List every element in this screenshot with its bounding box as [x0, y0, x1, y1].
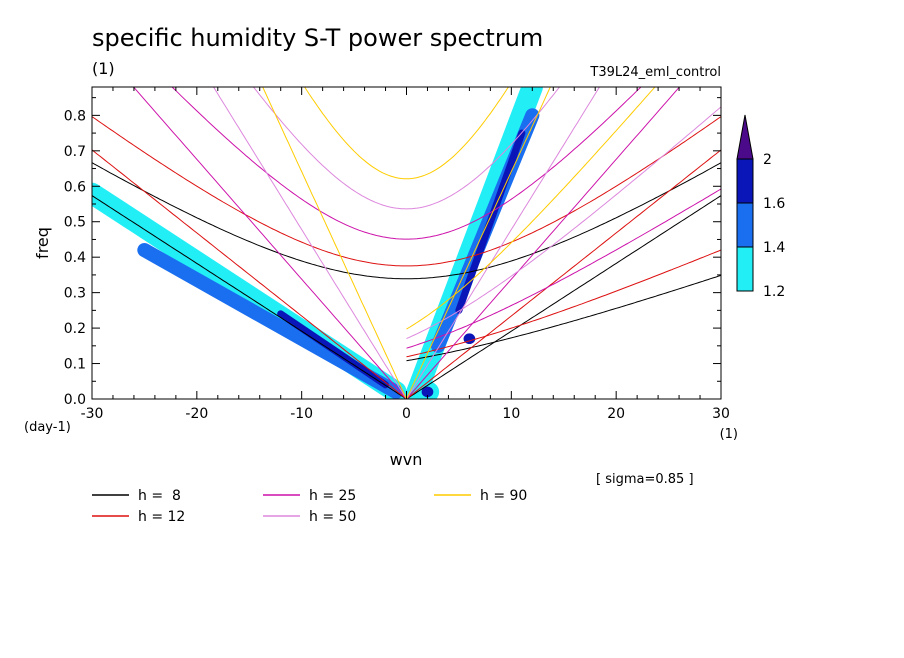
y-tick-label: 0.8 [64, 108, 86, 124]
x-tick-label: 30 [712, 406, 730, 422]
kelvin-curve-h90 [406, 87, 551, 399]
colorbar-arrow [736, 114, 754, 160]
x-tick-label: -10 [290, 406, 313, 422]
x-tick-label: 0 [402, 406, 411, 422]
y-tick-label: 0.4 [64, 250, 86, 266]
y-axis: 0.0 0.1 0.2 0.3 0.4 0.5 0.6 0.7 0.8 [64, 97, 721, 408]
colorbar-segment [736, 158, 754, 204]
y-tick-label: 0.3 [64, 286, 86, 302]
x-tick-label: 10 [502, 406, 520, 422]
dispersion-curves [92, 87, 721, 399]
x-tick-label: 20 [607, 406, 625, 422]
colorbar-label: 1.2 [763, 284, 785, 300]
gravity-curve-h8 [92, 162, 721, 280]
sigma-note: [ sigma=0.85 ] [596, 472, 694, 487]
y-tick-label: 0.6 [64, 179, 86, 195]
mrg-curve-h8 [406, 274, 721, 362]
legend-label: h = 90 [480, 488, 527, 504]
x-tick-label: -20 [185, 406, 208, 422]
x-axis: -30 -20 -10 0 10 20 30 [81, 87, 730, 422]
rossby-curve-h50 [212, 87, 407, 399]
legend-label: h = 50 [309, 509, 356, 525]
kelvin-curve-h12 [406, 149, 721, 399]
legend-label: h = 8 [138, 488, 181, 504]
mrg-curve-h50 [406, 106, 721, 340]
y-tick-label: 0.0 [64, 392, 86, 408]
y-units-label: (day-1) [24, 420, 71, 435]
shaded-band-1 [137, 243, 404, 399]
y-tick-label: 0.7 [64, 144, 86, 160]
x-tick-label: -30 [81, 406, 104, 422]
colorbar-label: 1.6 [763, 196, 785, 212]
kelvin-curve-h8 [406, 195, 721, 399]
y-tick-label: 0.2 [64, 321, 86, 337]
mrg-curve-h25 [406, 188, 721, 349]
y-tick-label: 0.1 [64, 357, 86, 373]
shaded-fields [92, 87, 543, 399]
units-label: (1) [92, 59, 115, 78]
gravity-curve-h12 [92, 116, 721, 267]
legend-label: h = 25 [309, 488, 356, 504]
colorbar-label: 1.4 [763, 240, 785, 256]
run-label: T39L24_eml_control [589, 65, 721, 80]
y-axis-label: freq [33, 227, 52, 259]
legend: h = 8 h = 12 h = 25 h = 50 h = 90 [92, 488, 527, 525]
colorbar-label: 2 [763, 152, 772, 168]
y-tick-label: 0.5 [64, 215, 86, 231]
gravity-curve-h90 [304, 87, 509, 180]
mrg-curve-h90 [406, 87, 656, 330]
rossby-curve-h8 [92, 195, 407, 399]
x-units-label: (1) [720, 427, 738, 442]
kelvin-curve-h50 [406, 87, 601, 399]
x-axis-label: wvn [390, 450, 423, 469]
rossby-curve-h90 [262, 87, 407, 399]
chart-title: specific humidity S-T power spectrum [92, 24, 543, 52]
kelvin-curve-h25 [406, 87, 681, 399]
colorbar-segment [736, 202, 754, 248]
shaded-band-5 [455, 129, 526, 314]
shaded-band-2 [277, 310, 390, 389]
shaded-spot-7 [421, 386, 434, 398]
legend-label: h = 12 [138, 509, 185, 525]
rossby-curve-h12 [92, 149, 407, 399]
colorbar-segment [736, 246, 754, 292]
gravity-curve-h50 [252, 87, 561, 210]
rossby-curve-h25 [132, 87, 407, 399]
colorbar: 1.2 1.4 1.6 2 [736, 114, 785, 300]
gravity-curve-h25 [171, 87, 642, 240]
mrg-curve-h12 [406, 249, 721, 358]
